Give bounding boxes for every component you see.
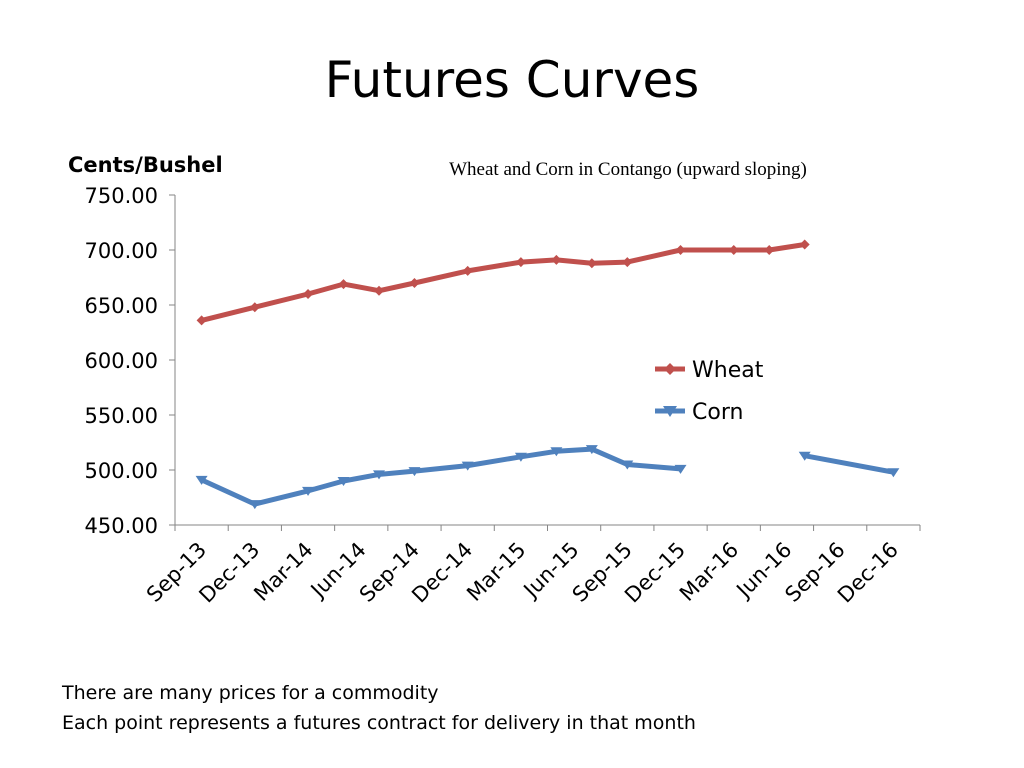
legend-marker-corn xyxy=(663,406,677,417)
note-line: There are many prices for a commodity xyxy=(62,682,439,704)
data-point-corn xyxy=(248,500,261,510)
data-point-wheat xyxy=(622,257,633,268)
data-point-corn xyxy=(550,447,563,457)
x-tick-label: Dec-14 xyxy=(407,538,477,608)
data-point-wheat xyxy=(515,257,526,268)
note-line: Each point represents a futures contract… xyxy=(62,712,696,734)
x-tick-label: Mar-15 xyxy=(462,538,530,606)
series-wheat xyxy=(196,239,810,326)
data-point-wheat xyxy=(551,254,562,265)
x-tick-label: Dec-13 xyxy=(194,538,264,608)
chart-legend: Wheat Corn xyxy=(655,358,764,425)
x-tick-label: Mar-14 xyxy=(249,538,317,606)
series-line-corn xyxy=(804,453,894,475)
data-point-wheat xyxy=(338,279,349,290)
x-tick-labels: Sep-13Dec-13Mar-14Jun-14Sep-14Dec-14Mar-… xyxy=(142,538,903,608)
data-point-wheat xyxy=(586,258,597,269)
y-tick-label: 600.00 xyxy=(85,349,158,373)
y-tick-labels: 450.00 500.00 550.00 600.00 650.00 700.00 750.… xyxy=(85,184,158,538)
y-tick-label: 550.00 xyxy=(85,404,158,428)
data-point-wheat xyxy=(303,289,314,299)
y-tick-label: 500.00 xyxy=(85,459,158,483)
y-tick-label: 650.00 xyxy=(85,294,158,318)
data-point-corn xyxy=(195,475,208,485)
data-point-wheat xyxy=(409,278,420,288)
data-point-wheat xyxy=(728,245,739,255)
slide-title: Futures Curves xyxy=(324,51,700,109)
data-point-corn xyxy=(887,468,900,478)
x-tick-label: Dec-15 xyxy=(620,538,690,608)
legend-item-wheat: Wheat xyxy=(655,358,764,383)
y-axis-label: Cents/Bushel xyxy=(68,153,223,177)
data-point-wheat xyxy=(675,245,686,255)
data-point-wheat xyxy=(249,302,260,313)
data-point-wheat xyxy=(462,265,473,276)
data-point-wheat xyxy=(196,315,207,326)
chart-series xyxy=(195,239,900,510)
legend-label-corn: Corn xyxy=(692,400,743,425)
data-point-corn xyxy=(302,486,315,496)
series-corn xyxy=(195,445,900,510)
series-line-corn xyxy=(200,446,681,507)
data-point-wheat xyxy=(764,245,775,255)
data-point-corn xyxy=(461,461,474,471)
x-tick-label: Mar-16 xyxy=(675,538,743,606)
chart-subtitle: Wheat and Corn in Contango (upward slopi… xyxy=(449,159,807,180)
data-point-corn xyxy=(674,464,687,474)
data-point-corn xyxy=(621,460,634,470)
legend-item-corn: Corn xyxy=(655,400,743,425)
y-tick-label: 450.00 xyxy=(85,514,158,538)
data-point-wheat xyxy=(373,285,384,296)
y-tick-label: 700.00 xyxy=(85,239,158,263)
futures-chart: Cents/Bushel Wheat and Corn in Contango … xyxy=(68,153,921,608)
data-point-corn xyxy=(372,470,385,480)
data-point-corn xyxy=(337,477,350,486)
data-point-wheat xyxy=(799,239,810,250)
legend-label-wheat: Wheat xyxy=(692,358,764,383)
y-tick-label: 750.00 xyxy=(85,184,158,208)
x-tick-label: Dec-16 xyxy=(833,538,903,608)
data-point-corn xyxy=(514,452,527,462)
series-line-wheat xyxy=(200,242,806,323)
data-point-corn xyxy=(798,451,811,461)
legend-marker-wheat xyxy=(664,363,676,375)
data-point-corn xyxy=(585,445,598,455)
slide-notes: There are many prices for a commodity Ea… xyxy=(62,678,696,738)
chart-axes xyxy=(169,194,921,531)
data-point-corn xyxy=(408,467,421,477)
